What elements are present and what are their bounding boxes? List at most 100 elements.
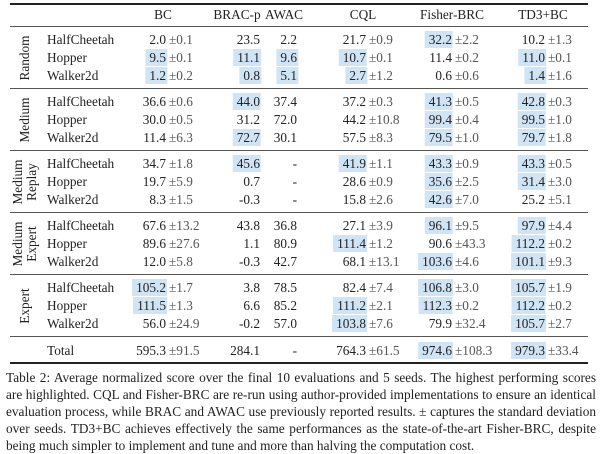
score: -0.3 bbox=[238, 254, 260, 269]
group-label-line: Medium bbox=[10, 159, 25, 205]
env-label: Hopper bbox=[47, 50, 87, 65]
env-label: Hopper bbox=[47, 112, 87, 127]
highlighted-score: 974.6 bbox=[418, 342, 453, 359]
highlighted-score: 79.7 bbox=[517, 129, 546, 146]
score: 15.8 bbox=[342, 192, 366, 207]
std-dev: ±24.9 bbox=[169, 316, 200, 331]
score: 37.4 bbox=[273, 94, 297, 109]
env-label: Hopper bbox=[47, 236, 87, 251]
score: 30.1 bbox=[273, 130, 297, 145]
env-label: HalfCheetah bbox=[47, 94, 115, 109]
env-label: Walker2d bbox=[47, 68, 99, 83]
std-dev: ±13.1 bbox=[369, 254, 400, 269]
std-dev: ±4.6 bbox=[455, 254, 479, 269]
score: 68.1 bbox=[342, 254, 366, 269]
std-dev: ±3.9 bbox=[369, 218, 393, 233]
group-rule bbox=[10, 336, 588, 338]
column-header: AWAC bbox=[264, 7, 304, 22]
score: 595.3 bbox=[136, 343, 166, 358]
std-dev: ±0.9 bbox=[455, 156, 479, 171]
score: 30.0 bbox=[142, 112, 166, 127]
score: 82.4 bbox=[342, 280, 366, 295]
score: 6.6 bbox=[243, 298, 260, 313]
column-header: Fisher-BRC bbox=[419, 7, 485, 22]
score: 764.3 bbox=[336, 343, 366, 358]
score: - bbox=[292, 192, 297, 207]
std-dev: ±3.0 bbox=[548, 174, 572, 189]
highlighted-score: 72.7 bbox=[232, 129, 261, 146]
group-label-line: Medium bbox=[10, 221, 25, 267]
score: 80.9 bbox=[273, 236, 297, 251]
std-dev: ±0.1 bbox=[169, 50, 193, 65]
score: 56.0 bbox=[142, 316, 166, 331]
std-dev: ±0.3 bbox=[369, 94, 393, 109]
std-dev: ±0.2 bbox=[455, 298, 479, 313]
score: 27.1 bbox=[342, 218, 366, 233]
score: 72.0 bbox=[273, 112, 297, 127]
std-dev: ±1.8 bbox=[169, 156, 193, 171]
group-label-line: Replay bbox=[24, 163, 39, 201]
score: 0.6 bbox=[435, 68, 452, 83]
env-label: HalfCheetah bbox=[47, 218, 115, 233]
highlighted-score: 43.3 bbox=[517, 155, 546, 172]
highlighted-score: 0.8 bbox=[239, 67, 261, 84]
highlighted-score: 79.5 bbox=[424, 129, 453, 146]
env-label: Hopper bbox=[47, 298, 87, 313]
highlighted-score: 41.9 bbox=[338, 155, 367, 172]
highlighted-score: 99.4 bbox=[424, 111, 453, 128]
score: 21.7 bbox=[342, 32, 366, 47]
score: 19.7 bbox=[142, 174, 166, 189]
std-dev: ±0.6 bbox=[455, 68, 479, 83]
std-dev: ±0.2 bbox=[548, 298, 572, 313]
score: 57.5 bbox=[342, 130, 366, 145]
group-label: Medium bbox=[17, 97, 32, 143]
std-dev: ±0.1 bbox=[169, 32, 193, 47]
highlighted-score: 1.4 bbox=[524, 67, 546, 84]
score: 2.2 bbox=[280, 32, 297, 47]
env-label: HalfCheetah bbox=[47, 32, 115, 47]
env-label: HalfCheetah bbox=[47, 280, 115, 295]
highlighted-score: 11.0 bbox=[518, 49, 546, 66]
std-dev: ±6.3 bbox=[169, 130, 193, 145]
std-dev: ±9.5 bbox=[455, 218, 479, 233]
env-label: Walker2d bbox=[47, 130, 99, 145]
highlighted-score: 106.8 bbox=[418, 279, 453, 296]
highlighted-score: 35.6 bbox=[424, 173, 453, 190]
std-dev: ±2.5 bbox=[455, 174, 479, 189]
group-label: Medium Expert bbox=[10, 221, 39, 267]
std-dev: ±108.3 bbox=[455, 343, 493, 358]
highlighted-score: 105.2 bbox=[132, 279, 167, 296]
score: 44.2 bbox=[342, 112, 366, 127]
score: 34.7 bbox=[142, 156, 166, 171]
score: 8.3 bbox=[149, 192, 166, 207]
std-dev: ±33.4 bbox=[548, 343, 579, 358]
std-dev: ±8.3 bbox=[369, 130, 393, 145]
highlighted-score: 103.8 bbox=[332, 315, 367, 332]
score: - bbox=[292, 343, 297, 358]
score: 85.2 bbox=[273, 298, 297, 313]
highlighted-score: 97.9 bbox=[517, 217, 546, 234]
highlighted-score: 9.5 bbox=[145, 49, 167, 66]
score: 67.6 bbox=[142, 218, 166, 233]
std-dev: ±1.0 bbox=[548, 112, 572, 127]
std-dev: ±2.7 bbox=[548, 316, 572, 331]
group-label: Expert bbox=[17, 288, 32, 324]
group-rule bbox=[10, 150, 588, 152]
highlighted-score: 112.3 bbox=[418, 297, 453, 314]
highlighted-score: 96.1 bbox=[424, 217, 453, 234]
highlighted-score: 42.8 bbox=[517, 93, 546, 110]
std-dev: ±0.2 bbox=[548, 236, 572, 251]
score: 57.0 bbox=[273, 316, 297, 331]
highlighted-score: 43.3 bbox=[424, 155, 453, 172]
column-header: BC bbox=[154, 7, 172, 22]
score: 10.2 bbox=[521, 32, 545, 47]
std-dev: ±0.5 bbox=[169, 112, 193, 127]
score: 90.6 bbox=[428, 236, 452, 251]
highlighted-score: 45.6 bbox=[232, 155, 261, 172]
highlighted-score: 41.3 bbox=[424, 93, 453, 110]
score: 0.7 bbox=[243, 174, 260, 189]
highlighted-score: 103.6 bbox=[418, 253, 453, 270]
std-dev: ±3.0 bbox=[455, 280, 479, 295]
score: 37.2 bbox=[342, 94, 366, 109]
column-header: TD3+BC bbox=[518, 7, 568, 22]
